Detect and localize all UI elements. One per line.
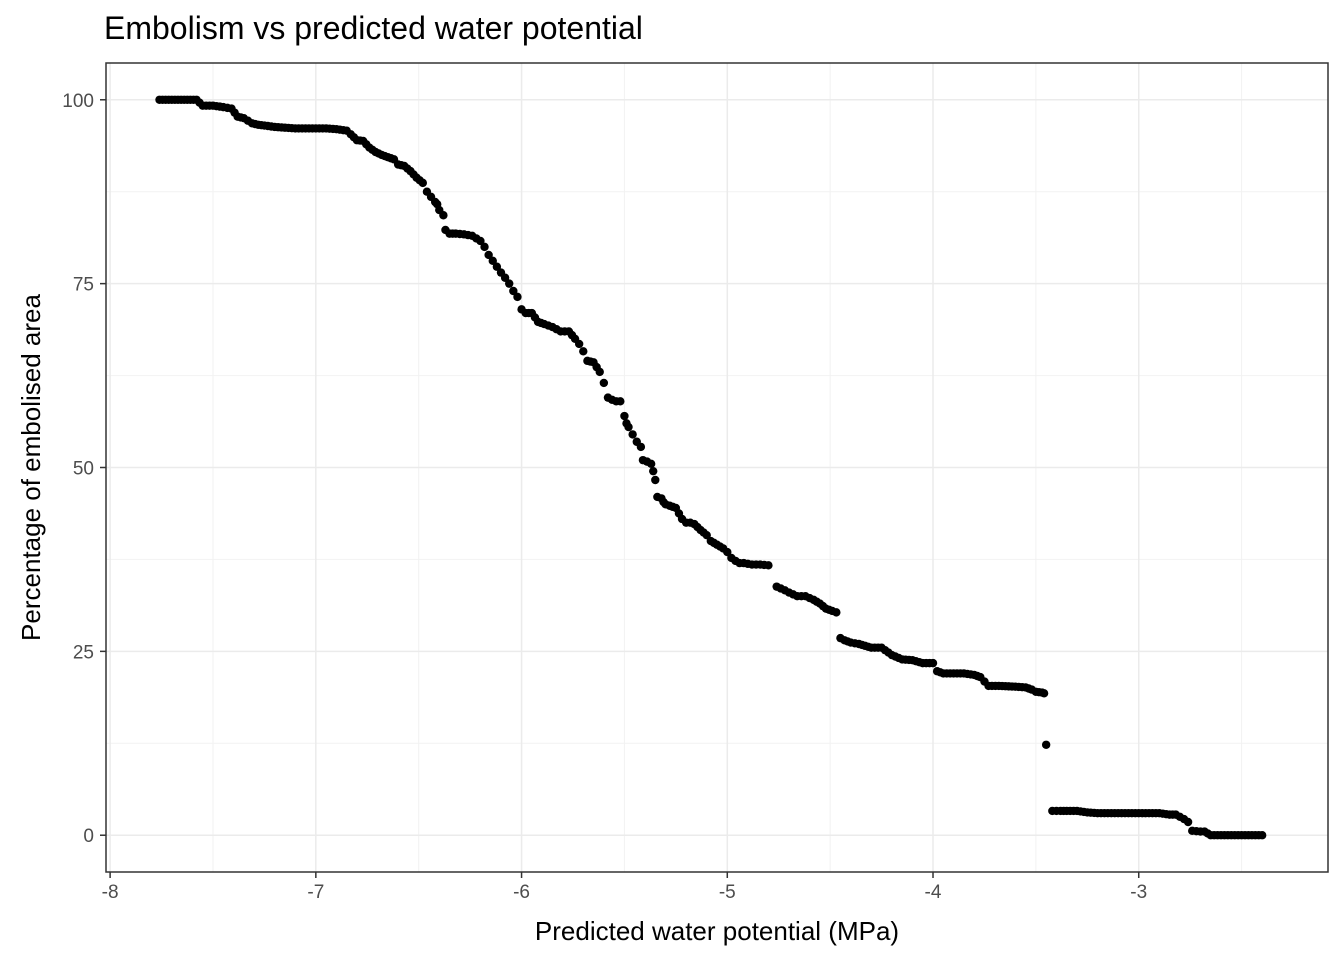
data-point <box>500 273 510 282</box>
chart-title: Embolism vs predicted water potential <box>104 10 643 46</box>
data-point <box>476 236 485 246</box>
data-point <box>488 256 497 266</box>
x-tick-label: -6 <box>513 882 530 903</box>
y-tick-label: 100 <box>62 91 94 112</box>
y-axis-title: Percentage of embolised area <box>16 294 46 641</box>
data-point <box>505 279 514 288</box>
data-point <box>484 250 493 260</box>
data-point <box>628 430 637 439</box>
data-point <box>1039 689 1049 698</box>
y-tick-label: 0 <box>83 826 94 847</box>
data-point <box>649 466 658 476</box>
data-point <box>1183 817 1193 827</box>
data-point <box>723 547 732 557</box>
y-axis: 0 25 50 75 100 <box>62 91 106 847</box>
data-point <box>579 347 588 356</box>
data-point <box>480 242 489 252</box>
x-tick-label: -3 <box>1130 882 1147 903</box>
data-point <box>651 475 660 485</box>
x-axis: -8 -7 -6 -5 -4 -3 <box>102 872 1147 903</box>
data-point <box>832 608 841 617</box>
data-point <box>624 422 633 432</box>
data-point <box>764 561 773 570</box>
data-points <box>155 95 1267 840</box>
y-tick-label: 50 <box>73 459 94 480</box>
x-tick-label: -7 <box>307 882 324 903</box>
x-tick-label: -8 <box>102 882 119 903</box>
data-point <box>513 292 522 302</box>
data-point <box>439 211 448 220</box>
x-axis-title: Predicted water potential (MPa) <box>535 916 899 946</box>
data-point <box>595 367 604 377</box>
data-point <box>616 397 625 406</box>
data-point <box>702 530 711 540</box>
data-point <box>928 658 938 668</box>
data-point <box>620 411 629 421</box>
x-tick-label: -5 <box>719 882 736 903</box>
data-point <box>492 262 502 271</box>
data-point <box>509 286 518 296</box>
data-point <box>418 178 428 188</box>
grid-lines <box>106 63 1328 872</box>
data-point <box>636 442 646 452</box>
data-point <box>1041 740 1051 749</box>
data-point <box>574 339 584 349</box>
y-tick-label: 75 <box>73 275 94 296</box>
data-point <box>1257 831 1267 840</box>
y-tick-label: 25 <box>73 642 94 663</box>
data-point <box>646 459 656 469</box>
x-tick-label: -4 <box>925 882 942 903</box>
data-point <box>599 378 609 388</box>
